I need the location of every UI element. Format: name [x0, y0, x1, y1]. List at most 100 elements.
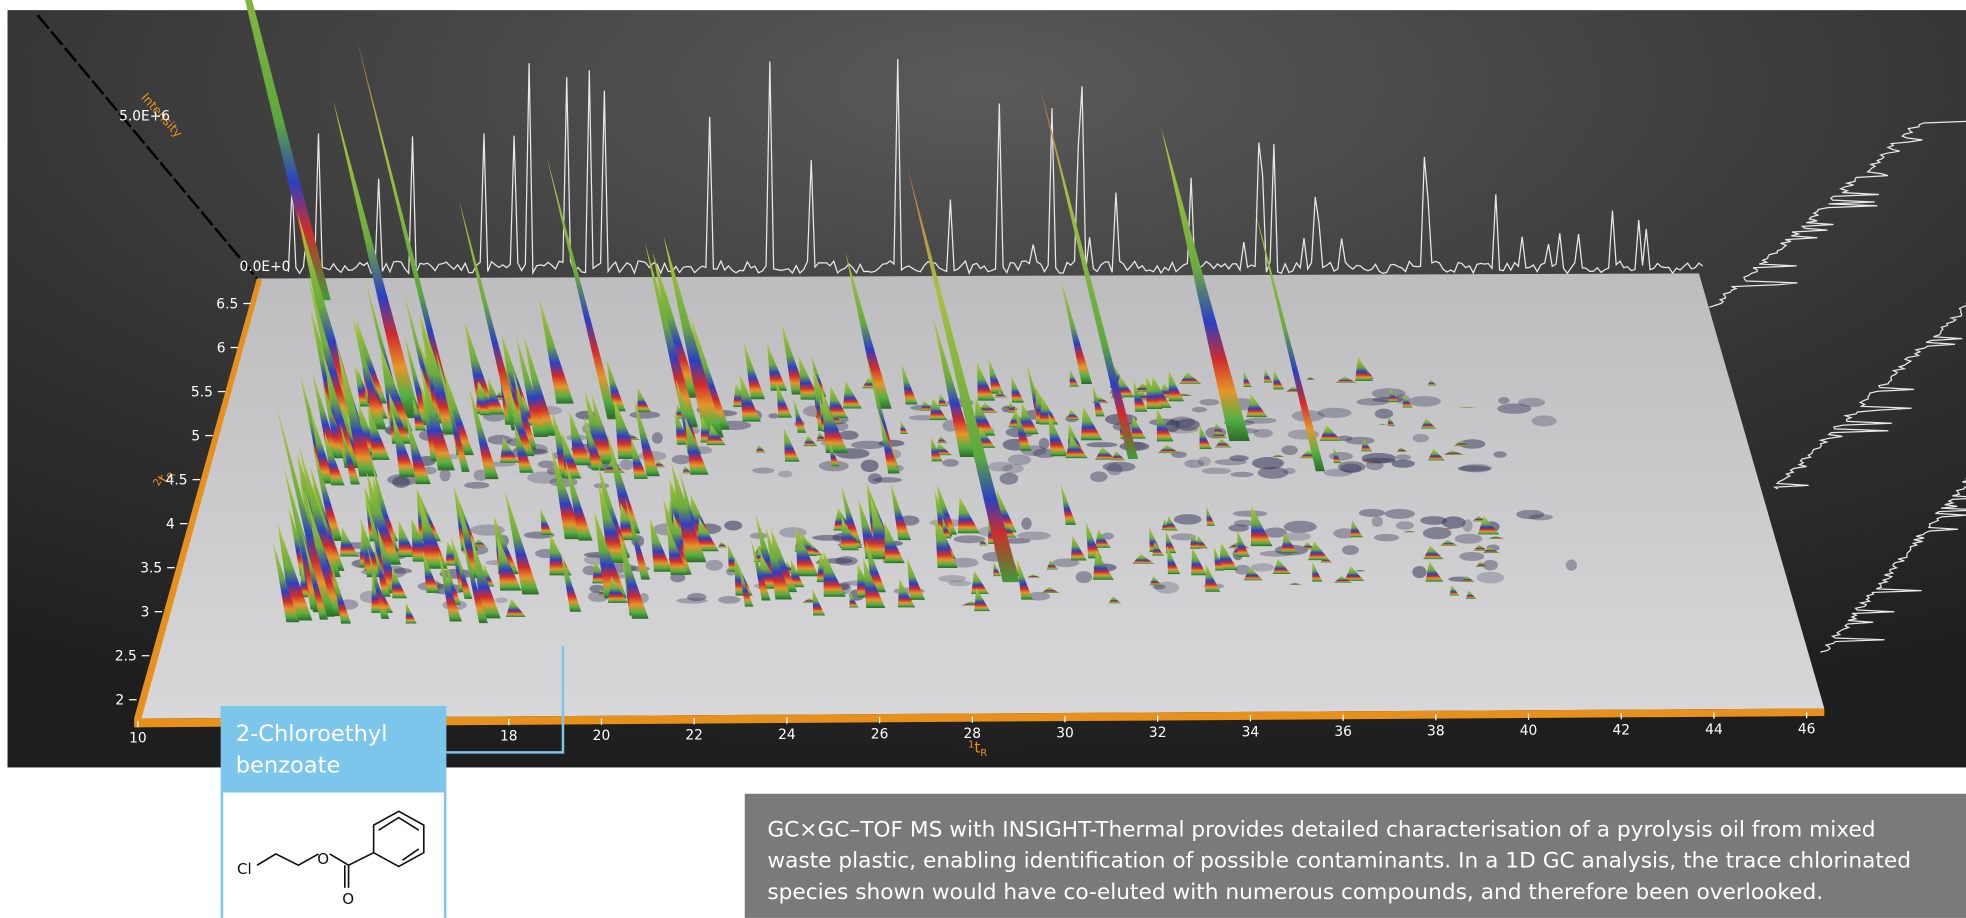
spot: [651, 432, 663, 444]
intensity-tick: 0.0E+0: [239, 259, 290, 275]
peak: [355, 317, 387, 404]
spot: [619, 459, 634, 470]
peak: [1094, 446, 1116, 460]
peak: [901, 362, 918, 405]
spot: [1102, 461, 1136, 472]
peak: [1131, 415, 1146, 439]
spot: [1101, 532, 1114, 540]
y-tick-label: 3.5: [140, 561, 162, 577]
spot: [1460, 463, 1493, 473]
spot: [1422, 527, 1452, 540]
peak: [1473, 544, 1488, 551]
peak: [1389, 388, 1399, 402]
trace: [1772, 302, 1966, 490]
peak: [1211, 431, 1227, 438]
peak: [354, 365, 370, 407]
peak: [841, 484, 861, 544]
x-tick-label: 28: [964, 726, 982, 742]
spot: [1234, 564, 1251, 575]
peak: [988, 358, 1004, 394]
y-tick-label: 2.5: [115, 649, 137, 665]
peak: [1190, 533, 1201, 549]
peak: [272, 542, 300, 623]
spot: [768, 413, 779, 419]
peak: [565, 459, 593, 541]
peak: [920, 400, 934, 411]
peak: [649, 518, 673, 572]
peak: [523, 333, 557, 436]
peak: [1080, 406, 1103, 441]
spot: [953, 535, 986, 544]
spot: [1328, 452, 1353, 461]
peak: [932, 315, 976, 458]
peak: [453, 486, 479, 551]
peak: [324, 431, 345, 486]
peak: [1273, 369, 1285, 390]
peak: [1354, 569, 1367, 572]
peak: [422, 551, 440, 593]
peak: [829, 440, 840, 467]
peak: [1402, 394, 1413, 408]
peak: [671, 462, 707, 563]
spot: [392, 476, 410, 488]
spot: [464, 481, 490, 489]
spot: [1281, 445, 1298, 455]
peak: [979, 538, 988, 546]
spot: [1337, 461, 1366, 473]
y-tick-label: 3: [141, 605, 150, 621]
spot: [1283, 520, 1317, 533]
x-tick-label: 10: [129, 730, 147, 746]
peak: [1179, 372, 1201, 384]
peak: [1457, 406, 1477, 408]
spot: [1197, 456, 1211, 467]
peak: [1157, 444, 1180, 454]
spot: [1017, 531, 1051, 541]
peak: [1152, 541, 1164, 556]
spot: [1361, 452, 1396, 464]
spot: [1169, 416, 1196, 428]
peak: [1320, 556, 1333, 563]
spot: [1420, 516, 1448, 525]
peak: [1272, 558, 1291, 575]
peak: [1350, 519, 1363, 538]
spot: [1342, 545, 1359, 555]
spot: [629, 411, 661, 419]
peak: [1205, 563, 1221, 592]
spot: [670, 572, 686, 583]
x-tick-label: 38: [1427, 723, 1445, 739]
peak: [1165, 515, 1178, 531]
peak: [1461, 575, 1475, 583]
peak: [540, 508, 553, 535]
peak: [277, 523, 313, 621]
peak: [1272, 454, 1285, 457]
spot: [1263, 527, 1287, 538]
peak: [1427, 379, 1437, 386]
peak: [803, 435, 818, 447]
spot: [1232, 510, 1268, 517]
spot: [778, 470, 793, 478]
peak: [470, 535, 501, 619]
peak: [1355, 356, 1374, 382]
spot: [1244, 417, 1277, 424]
peak: [1048, 412, 1068, 457]
peak: [363, 358, 388, 419]
spot: [1412, 433, 1429, 443]
peak: [398, 520, 417, 557]
spot: [1373, 533, 1400, 542]
peak: [1199, 424, 1212, 450]
spot: [1152, 584, 1166, 590]
spot: [867, 473, 883, 485]
peak: [1319, 425, 1342, 441]
peak: [878, 412, 900, 474]
peak: [598, 589, 606, 596]
spot: [1001, 464, 1024, 474]
peak: [783, 427, 800, 462]
front-edge: [134, 708, 1825, 728]
spot: [942, 459, 959, 467]
peak: [755, 444, 766, 453]
spot: [1201, 467, 1232, 475]
peak: [459, 200, 522, 431]
spot: [1252, 457, 1285, 470]
peak: [706, 424, 726, 446]
x-tick-label: 34: [1242, 724, 1260, 740]
